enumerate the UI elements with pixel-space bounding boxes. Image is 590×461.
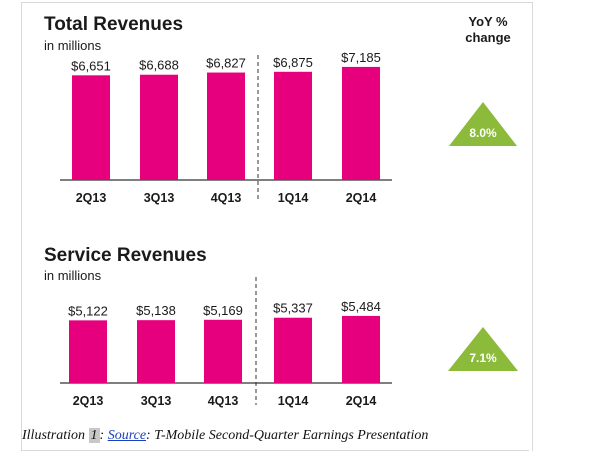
value-label-2q13: $6,651	[71, 58, 111, 73]
category-label-1q14: 1Q14	[278, 394, 309, 408]
value-label-1q14: $6,875	[273, 55, 313, 70]
total-revenues-title: Total Revenues	[44, 14, 184, 35]
yoy-header-line2: change	[465, 30, 511, 45]
category-label-4q13: 4Q13	[208, 394, 239, 408]
bar-2q13	[72, 75, 110, 180]
yoy-header: YoY % change	[444, 14, 532, 46]
caption-rule	[21, 450, 529, 451]
category-label-3q13: 3Q13	[144, 191, 175, 205]
value-label-4q13: $5,169	[203, 303, 243, 318]
figure-frame	[21, 2, 533, 451]
category-label-2q14: 2Q14	[346, 394, 377, 408]
total-revenues-subtitle: in millions	[44, 38, 102, 53]
value-label-3q13: $6,688	[139, 58, 179, 73]
bar-1q14	[274, 71, 312, 180]
bar-2q14	[342, 315, 380, 383]
bar-4q13	[207, 72, 245, 180]
bar-2q13	[69, 320, 107, 383]
category-label-2q14: 2Q14	[346, 191, 377, 205]
caption-separator: :	[99, 428, 108, 443]
value-label-4q13: $6,827	[206, 56, 246, 71]
bar-2q14	[342, 66, 380, 180]
bar-4q13	[204, 319, 242, 383]
yoy-change-value: 7.1%	[469, 351, 497, 365]
figure-caption: Illustration 1: Source: T-Mobile Second-…	[22, 428, 428, 444]
yoy-up-triangle-icon	[449, 102, 517, 146]
category-label-1q14: 1Q14	[278, 191, 309, 205]
category-label-2q13: 2Q13	[76, 191, 107, 205]
yoy-change-value: 8.0%	[469, 126, 497, 140]
caption-rest: : T-Mobile Second-Quarter Earnings Prese…	[146, 428, 429, 443]
bar-3q13	[137, 320, 175, 383]
yoy-header-line1: YoY %	[468, 14, 508, 29]
category-label-2q13: 2Q13	[73, 394, 104, 408]
category-label-3q13: 3Q13	[141, 394, 172, 408]
bar-1q14	[274, 317, 312, 383]
value-label-2q13: $5,122	[68, 303, 108, 318]
yoy-up-triangle-icon	[448, 327, 518, 371]
caption-prefix: Illustration	[22, 428, 89, 443]
caption-source-link[interactable]: Source	[107, 428, 147, 443]
bar-3q13	[140, 74, 178, 180]
value-label-2q14: $5,484	[341, 299, 381, 314]
service-revenues-subtitle: in millions	[44, 268, 102, 283]
caption-number: 1	[88, 428, 100, 443]
value-label-1q14: $5,337	[273, 301, 313, 316]
service-revenues-title: Service Revenues	[44, 245, 207, 266]
value-label-3q13: $5,138	[136, 303, 176, 318]
value-label-2q14: $7,185	[341, 50, 381, 65]
category-label-4q13: 4Q13	[211, 191, 242, 205]
